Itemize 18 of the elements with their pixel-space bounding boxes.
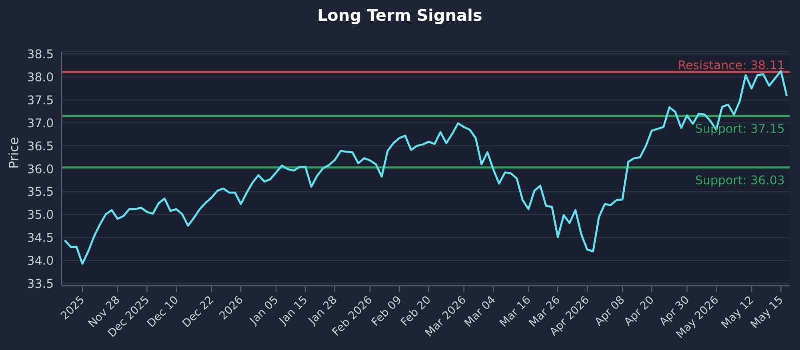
chart-title: Long Term Signals — [316, 5, 484, 27]
y-tick-label: 34.5 — [27, 231, 54, 246]
y-tick-label: 37.0 — [27, 116, 54, 130]
y-tick-label: 35.5 — [27, 185, 54, 200]
y-tick-label: 36.0 — [27, 162, 54, 176]
line-series — [64, 70, 788, 265]
ref-line-label: Resistance: 38.11 — [678, 58, 785, 73]
y-tick-label: 34.0 — [27, 254, 54, 268]
y-tick-label: 36.5 — [27, 139, 54, 154]
y-tick-label: 35.0 — [27, 208, 54, 222]
x-tick-label: Dec 22 — [180, 294, 217, 330]
y-tick-label: 38.0 — [27, 70, 54, 84]
ref-line-label: Support: 36.03 — [695, 174, 785, 188]
y-tick-label: 33.5 — [27, 276, 54, 291]
y-axis-title: Price — [8, 137, 23, 169]
y-tick-label: 37.5 — [27, 93, 54, 108]
ref-line-label: Support: 37.15 — [695, 122, 785, 136]
y-tick-label: 38.5 — [27, 48, 54, 62]
